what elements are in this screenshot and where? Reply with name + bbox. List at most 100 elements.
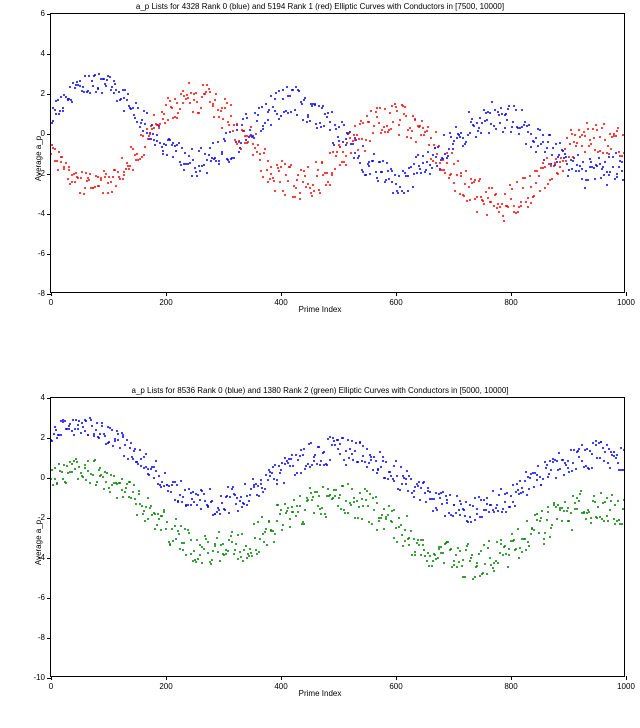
- data-point: [483, 203, 485, 205]
- data-point: [574, 502, 576, 504]
- data-point: [599, 163, 601, 165]
- data-point: [517, 489, 519, 491]
- data-point: [454, 190, 456, 192]
- data-point: [147, 138, 149, 140]
- data-point: [219, 513, 221, 515]
- data-point: [582, 161, 584, 163]
- data-point: [289, 95, 291, 97]
- data-point: [543, 538, 545, 540]
- data-point: [146, 112, 148, 114]
- data-point: [306, 121, 308, 123]
- data-point: [511, 126, 513, 128]
- data-point: [562, 459, 564, 461]
- data-point: [164, 122, 166, 124]
- data-point: [76, 461, 78, 463]
- data-point: [183, 542, 185, 544]
- data-point: [607, 145, 609, 147]
- data-point: [51, 478, 52, 480]
- data-point: [429, 173, 431, 175]
- data-point: [462, 559, 464, 561]
- data-point: [527, 206, 529, 208]
- data-point: [164, 472, 166, 474]
- data-point: [97, 87, 99, 89]
- data-point: [564, 501, 566, 503]
- data-point: [513, 539, 515, 541]
- data-point: [321, 107, 323, 109]
- data-point: [260, 483, 262, 485]
- data-point: [388, 178, 390, 180]
- data-point: [358, 506, 360, 508]
- data-point: [236, 497, 238, 499]
- data-point: [406, 136, 408, 138]
- data-point: [452, 515, 454, 517]
- data-point: [222, 118, 224, 120]
- data-point: [252, 143, 254, 145]
- data-point: [319, 192, 321, 194]
- data-point: [505, 553, 507, 555]
- data-point: [509, 506, 511, 508]
- data-point: [276, 520, 278, 522]
- data-point: [381, 129, 383, 131]
- data-point: [395, 106, 397, 108]
- data-point: [430, 137, 432, 139]
- data-point: [253, 137, 255, 139]
- data-point: [327, 112, 329, 114]
- data-point: [227, 121, 229, 123]
- data-point: [448, 177, 450, 179]
- data-point: [368, 165, 370, 167]
- data-point: [558, 452, 560, 454]
- data-point: [379, 161, 381, 163]
- data-point: [559, 468, 561, 470]
- data-point: [527, 197, 529, 199]
- data-point: [579, 493, 581, 495]
- figure: a_p Lists for 4328 Rank 0 (blue) and 519…: [0, 2, 640, 698]
- data-point: [77, 478, 79, 480]
- data-point: [55, 429, 57, 431]
- data-point: [303, 448, 305, 450]
- data-point: [573, 141, 575, 143]
- data-point: [332, 437, 334, 439]
- data-point: [570, 512, 572, 514]
- data-point: [450, 173, 452, 175]
- data-point: [622, 134, 624, 136]
- ytick-label: 4: [25, 393, 45, 402]
- xtick-label: 400: [269, 682, 293, 691]
- data-point: [469, 516, 471, 518]
- data-point: [526, 494, 528, 496]
- data-point: [500, 488, 502, 490]
- data-point: [172, 142, 174, 144]
- data-point: [97, 176, 99, 178]
- data-point: [455, 126, 457, 128]
- data-point: [100, 179, 102, 181]
- data-point: [60, 434, 62, 436]
- data-point: [493, 205, 495, 207]
- data-point: [565, 160, 567, 162]
- data-point: [80, 472, 82, 474]
- data-point: [463, 509, 465, 511]
- data-point: [488, 511, 490, 513]
- data-point: [304, 468, 306, 470]
- data-point: [187, 504, 189, 506]
- data-point: [339, 453, 341, 455]
- data-point: [121, 478, 123, 480]
- data-point: [75, 172, 77, 174]
- data-point: [376, 502, 378, 504]
- data-point: [442, 159, 444, 161]
- data-point: [391, 170, 393, 172]
- data-point: [589, 139, 591, 141]
- data-point: [375, 171, 377, 173]
- data-point: [195, 171, 197, 173]
- data-point: [151, 514, 153, 516]
- data-point: [149, 507, 151, 509]
- data-point: [190, 553, 192, 555]
- data-point: [111, 429, 113, 431]
- data-point: [347, 512, 349, 514]
- data-point: [464, 143, 466, 145]
- data-point: [537, 145, 539, 147]
- data-point: [460, 132, 462, 134]
- data-point: [429, 164, 431, 166]
- data-point: [88, 179, 90, 181]
- data-point: [344, 512, 346, 514]
- data-point: [58, 151, 60, 153]
- data-point: [556, 518, 558, 520]
